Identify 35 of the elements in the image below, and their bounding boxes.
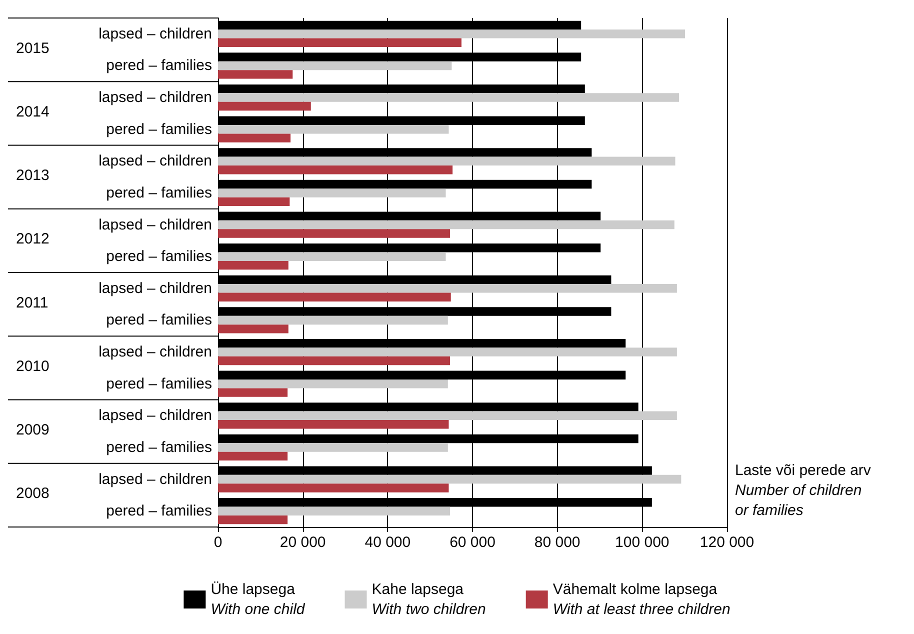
legend-label: Kahe lapsega With two children: [372, 581, 486, 618]
x-tick-label: 40 000: [364, 534, 411, 551]
text: 2012: [16, 230, 50, 248]
y-tick-label: pered – families: [106, 312, 212, 329]
x-axis-title: Laste või perede arv Number of children or families: [735, 462, 872, 519]
text: 2009: [16, 422, 50, 439]
legend-label: Ühe lapsega With one child: [210, 581, 306, 618]
x-tick-label: 20 000: [280, 534, 326, 551]
legend-label: Vähemalt kolme lapsega With at least three children: [552, 581, 730, 618]
text: 2014: [16, 103, 50, 120]
y-tick-label: lapsed – children: [98, 344, 212, 361]
text: 2013: [16, 167, 50, 184]
y-tick-label: pered – families: [106, 57, 212, 74]
y-tick-label: lapsed – children: [98, 152, 212, 170]
text: 2010: [16, 358, 50, 375]
y-tick-label: lapsed – children: [98, 407, 212, 424]
y-tick-label: pered – families: [106, 502, 212, 520]
y-tick-label: pered – families: [106, 375, 212, 392]
x-tick-label: 0: [214, 534, 222, 551]
x-tick-label: 120 000: [700, 534, 754, 551]
text: 2011: [16, 294, 48, 312]
y-tick-label: lapsed – children: [98, 470, 212, 488]
x-tick-label: 60 000: [450, 534, 496, 551]
y-tick-label: lapsed – children: [98, 280, 212, 297]
y-tick-label: lapsed – children: [98, 25, 212, 42]
x-tick-label: 80 000: [534, 534, 580, 551]
y-tick-label: pered – families: [106, 438, 212, 456]
y-tick-label: pered – families: [106, 120, 212, 138]
y-tick-label: lapsed – children: [98, 216, 212, 234]
text: 2008: [16, 485, 50, 502]
text: 2015: [16, 40, 50, 57]
y-tick-label: pered – families: [106, 248, 212, 266]
y-tick-label: lapsed – children: [98, 89, 212, 106]
y-tick-label: pered – families: [106, 184, 212, 202]
x-tick-label: 100 000: [615, 534, 670, 551]
